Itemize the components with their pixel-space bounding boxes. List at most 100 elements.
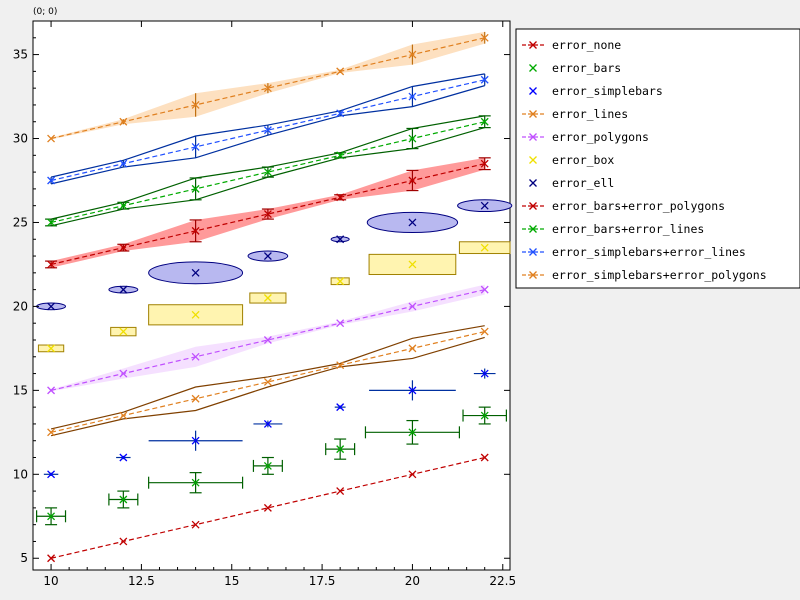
legend-item-error-bars-error-polygons: error_bars+error_polygons: [522, 199, 725, 213]
x-tick-label: 15: [224, 574, 239, 588]
series-error-simplebars-error-polygons-point: [480, 33, 489, 42]
series-error-bars-error-lines-point: [263, 168, 272, 177]
legend-marker: [529, 41, 537, 49]
series-error-bars-error-polygons-point: [47, 260, 56, 269]
series-error-bars-point: [480, 411, 489, 420]
legend-marker: [529, 202, 537, 210]
series-error-none-point: [263, 503, 272, 512]
legend-label: error_bars+error_lines: [552, 222, 704, 236]
legend-item-error-none: error_none: [522, 38, 621, 52]
series-error-ell-point: [336, 235, 345, 244]
series-error-box-point: [336, 277, 345, 286]
series-error-box-point: [263, 294, 272, 302]
series-error-bars-error-lines-point: [480, 117, 489, 126]
series-error-bars-error-polygons-point: [191, 226, 200, 235]
legend-marker: [529, 225, 537, 233]
series-error-none-point: [191, 520, 200, 529]
series-error-simplebars-error-lines-point: [191, 142, 200, 151]
y-tick-label: 30: [13, 132, 28, 146]
y-tick-label: 20: [13, 299, 28, 313]
series-error-lines-error-upper-line: [50, 325, 485, 430]
legend-item-error-ell: error_ell: [529, 176, 614, 190]
x-tick-label: 12.5: [128, 574, 155, 588]
series-error-bars-error-polygons-point: [336, 193, 345, 202]
x-tick-label: 20: [405, 574, 420, 588]
legend-item-error-lines: error_lines: [522, 107, 628, 121]
legend-item-error-bars-error-lines: error_bars+error_lines: [522, 222, 704, 236]
legend-marker: [529, 179, 537, 187]
series-error-simplebars-point: [480, 369, 489, 378]
series-error-lines-point: [191, 394, 200, 403]
series-error-lines-error-lower-line: [50, 336, 485, 437]
series-error-simplebars-error-polygons-point: [119, 117, 128, 126]
series-error-ell-point: [408, 218, 417, 227]
legend-label: error_polygons: [552, 130, 649, 144]
legend-item-error-simplebars-error-polygons: error_simplebars+error_polygons: [522, 268, 767, 282]
series-error-box-point: [191, 310, 200, 319]
legend-label: error_none: [552, 38, 621, 52]
series-error-bars-error-lines-point: [336, 151, 345, 160]
legend-label: error_box: [552, 153, 614, 167]
series-error-polygons-point: [47, 386, 56, 395]
legend-item-error-bars: error_bars: [529, 61, 621, 75]
series-error-none-point: [336, 487, 345, 496]
series-error-bars-error-lines-point: [47, 218, 56, 227]
series-error-simplebars-point: [191, 436, 200, 445]
series-error-none-point: [47, 554, 56, 563]
legend-label: error_lines: [552, 107, 628, 121]
series-error-polygons-point: [191, 352, 200, 361]
series-error-lines-point: [47, 428, 56, 437]
markers-layer: [47, 33, 489, 563]
series-error-polygons-point: [119, 369, 128, 378]
y-tick-label: 15: [13, 383, 28, 397]
legend: error_none error_bars error_simplebarserro…: [515, 28, 800, 289]
series-error-simplebars-error-lines-point: [408, 92, 417, 101]
legend-marker: [529, 110, 537, 118]
series-error-polygons-point: [336, 319, 345, 328]
legend-label: error_bars+error_polygons: [552, 199, 725, 213]
series-error-box-point: [47, 344, 56, 353]
series-error-simplebars-point: [408, 386, 417, 395]
series-error-ell-point: [263, 252, 272, 261]
series-error-polygons-error-band: [51, 284, 485, 392]
series-error-simplebars-point: [47, 470, 56, 479]
series-error-bars-error-lines-point: [191, 184, 200, 193]
series-error-simplebars-error-lines-point: [480, 75, 489, 84]
axes-layer: 10 12.5 15 17.5 20 22.5 5 10 15 20 25 30 35: [13, 21, 516, 588]
legend-item-error-simplebars-error-lines: error_simplebars+error_lines: [522, 245, 746, 259]
y-tick-label: 10: [13, 467, 28, 481]
series-error-simplebars-error-lines-point: [263, 126, 272, 135]
legend-label: error_simplebars+error_polygons: [552, 268, 767, 282]
series-error-polygons-point: [408, 302, 417, 311]
series-error-simplebars-error-lines-point: [336, 109, 345, 118]
series-error-simplebars-error-polygons-point: [336, 67, 345, 76]
series-error-bars-point: [47, 512, 56, 521]
series-error-ell-point: [119, 285, 128, 294]
series-error-none-point: [480, 453, 489, 462]
y-tick-label: 35: [13, 48, 28, 62]
series-error-lines-point: [336, 361, 345, 370]
series-error-none-point: [119, 537, 128, 546]
coordinate-readout: (0; 0): [33, 7, 57, 17]
series-error-bars-point: [119, 495, 128, 504]
series-error-none-point: [408, 470, 417, 479]
series-error-simplebars-point: [263, 419, 272, 428]
x-tick-label: 17.5: [309, 574, 336, 588]
series-error-bars-point: [191, 478, 200, 487]
legend-label: error_bars: [552, 61, 621, 75]
series-error-simplebars-error-polygons-point: [47, 134, 56, 143]
legend-item-error-simplebars: error_simplebars: [529, 84, 663, 98]
legend-marker: [529, 271, 537, 279]
y-tick-label: 5: [20, 551, 28, 565]
legend-marker: [529, 133, 537, 141]
series-error-box-point: [480, 243, 489, 252]
series-error-bars-point: [263, 461, 272, 470]
series-error-ell-point: [47, 302, 56, 311]
series-error-box-point: [408, 260, 417, 269]
series-error-bars-error-lines-point: [119, 201, 128, 210]
series-error-simplebars-error-lines-point: [119, 159, 128, 168]
series-error-lines-point: [480, 327, 489, 336]
legend-frame: [515, 28, 800, 289]
series-error-bars-error-polygons-point: [408, 176, 417, 185]
x-tick-label: 22.5: [489, 574, 516, 588]
